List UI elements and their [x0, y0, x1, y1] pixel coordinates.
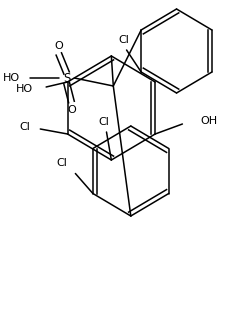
Text: S: S [63, 71, 70, 85]
Text: OH: OH [199, 116, 216, 126]
Text: Cl: Cl [20, 122, 30, 132]
Text: Cl: Cl [57, 158, 67, 168]
Text: Cl: Cl [98, 117, 109, 127]
Text: HO: HO [3, 73, 20, 83]
Text: O: O [67, 105, 76, 115]
Text: HO: HO [16, 84, 33, 94]
Text: O: O [54, 41, 63, 51]
Text: Cl: Cl [118, 35, 128, 45]
